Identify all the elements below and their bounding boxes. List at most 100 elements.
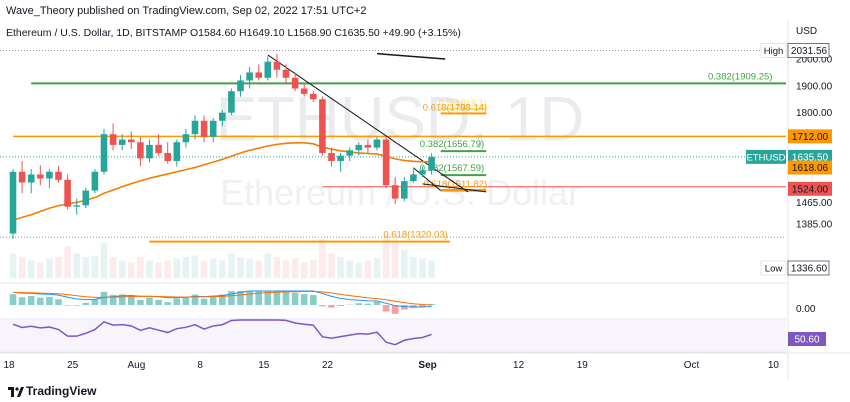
- volume-bar: [419, 258, 426, 278]
- candle-body: [191, 120, 199, 135]
- candle-body: [355, 144, 363, 151]
- price-axis-tick: 1900.00: [796, 81, 833, 92]
- macd-histogram-bar: [328, 305, 335, 308]
- macd-histogram-bar: [391, 305, 399, 314]
- fib-level-label: 0.618(1320.03): [383, 230, 447, 241]
- fib-level-label: 0.382(1656.79): [420, 139, 484, 150]
- volume-bar: [291, 258, 299, 278]
- time-axis-tick: 18: [3, 360, 15, 371]
- fib-zone-band: [440, 188, 487, 192]
- macd-histogram-bar: [319, 305, 326, 307]
- macd-histogram-bar: [137, 299, 144, 305]
- publisher-line: Wave_Theory published on TradingView.com…: [6, 5, 367, 17]
- volume-bar: [37, 262, 44, 278]
- volume-bar: [137, 257, 144, 278]
- macd-histogram-bar: [337, 305, 344, 307]
- candle-body: [328, 152, 335, 162]
- price-axis-tick: 2000.00: [796, 55, 833, 66]
- volume-bar: [200, 260, 208, 278]
- macd-histogram-bar: [364, 303, 372, 305]
- last-price-value: 1635.50: [792, 152, 829, 163]
- time-axis-tick: Oct: [684, 360, 700, 371]
- volume-bar: [373, 258, 381, 278]
- macd-histogram-bar: [191, 294, 199, 305]
- macd-histogram-bar: [73, 305, 80, 306]
- candle-body: [18, 171, 26, 183]
- candle-body: [246, 72, 253, 81]
- time-axis-tick: 22: [322, 360, 334, 371]
- time-axis-tick: 19: [577, 360, 589, 371]
- macd-histogram-bar: [428, 303, 435, 305]
- volume-bar: [173, 258, 181, 278]
- macd-histogram-bar: [228, 291, 235, 305]
- macd-histogram-bar: [146, 297, 153, 305]
- tradingview-brand[interactable]: TradingView: [8, 384, 96, 398]
- chart-canvas[interactable]: ETHUSD, 1D Ethereum / U.S. Dollar 0.382(19…: [0, 0, 850, 380]
- price-label-box: [787, 260, 830, 276]
- fib-zone-label: 0.5(1819.1): [439, 98, 488, 109]
- price-label-value: 2031.56: [791, 46, 828, 57]
- candle-body: [282, 69, 290, 78]
- candle-body: [228, 91, 235, 113]
- time-axis-tick: Aug: [128, 360, 146, 371]
- lower-trend-line: [422, 183, 487, 193]
- candle-body: [155, 144, 162, 153]
- macd-line: [12, 290, 432, 308]
- symbol-ohlc-line: Ethereum / U.S. Dollar, 1D, BITSTAMP O15…: [6, 27, 461, 39]
- volume-bar: [355, 262, 363, 278]
- price-axis-unit: USD: [796, 26, 817, 37]
- volume-bar: [91, 255, 99, 278]
- price-label-value: 1618.06: [792, 163, 829, 174]
- candle-body: [46, 171, 53, 179]
- watermark-symbol: ETHUSD, 1D: [216, 85, 585, 154]
- candle-body: [73, 205, 80, 207]
- macd-histogram-bar: [82, 302, 90, 305]
- volume-bar: [328, 253, 335, 278]
- time-axis-tick: Sep: [418, 360, 436, 371]
- volume-bar: [319, 239, 326, 278]
- rsi-value-box: [788, 332, 826, 346]
- candle-body: [27, 174, 35, 183]
- price-label-tag-text: Low: [765, 264, 783, 275]
- rsi-value: 50.60: [794, 335, 819, 346]
- candle-body: [82, 190, 90, 206]
- candle-body: [118, 139, 126, 145]
- macd-histogram-bar: [255, 291, 262, 305]
- upper-trend-line: [376, 52, 446, 60]
- volume-bar: [27, 260, 35, 278]
- volume-bar: [391, 243, 399, 278]
- price-label-box: [788, 129, 832, 144]
- candle-body: [255, 72, 262, 78]
- price-label-box: [787, 43, 830, 58]
- volume-bar: [164, 260, 171, 278]
- macd-histogram-bar: [109, 294, 117, 305]
- macd-histogram-bar: [118, 294, 126, 305]
- candle-body: [310, 93, 317, 100]
- candle-body: [128, 139, 135, 143]
- candle-body: [100, 134, 108, 172]
- candle-body: [382, 139, 390, 186]
- watermark-name: Ethereum / U.S. Dollar: [220, 172, 580, 213]
- volume-bar: [364, 260, 372, 278]
- tradingview-wordmark: TradingView: [26, 384, 97, 398]
- candle-body: [410, 174, 417, 182]
- macd-histogram-bar: [18, 297, 26, 305]
- volume-bar: [401, 250, 408, 278]
- macd-histogram-bar: [64, 305, 71, 306]
- volume-bar: [155, 262, 162, 278]
- macd-histogram-bar: [237, 291, 244, 305]
- candle-body: [337, 155, 344, 162]
- fib-zone-label: 0.618(1798.14): [423, 102, 487, 113]
- macd-histogram-bar: [9, 294, 17, 305]
- candle-body: [182, 134, 190, 143]
- price-axis-tick: 1385.00: [796, 220, 833, 231]
- macd-histogram-bar: [273, 291, 281, 305]
- macd-histogram-bar: [100, 291, 108, 305]
- volume-bar: [182, 257, 190, 278]
- volume-bar: [191, 255, 199, 278]
- fib-level-label: 0.382(1909.25): [708, 71, 772, 82]
- price-label-tag-text: High: [764, 46, 784, 57]
- macd-histogram-bar: [310, 295, 317, 305]
- volume-bar: [100, 243, 108, 278]
- volume-bar: [310, 260, 317, 278]
